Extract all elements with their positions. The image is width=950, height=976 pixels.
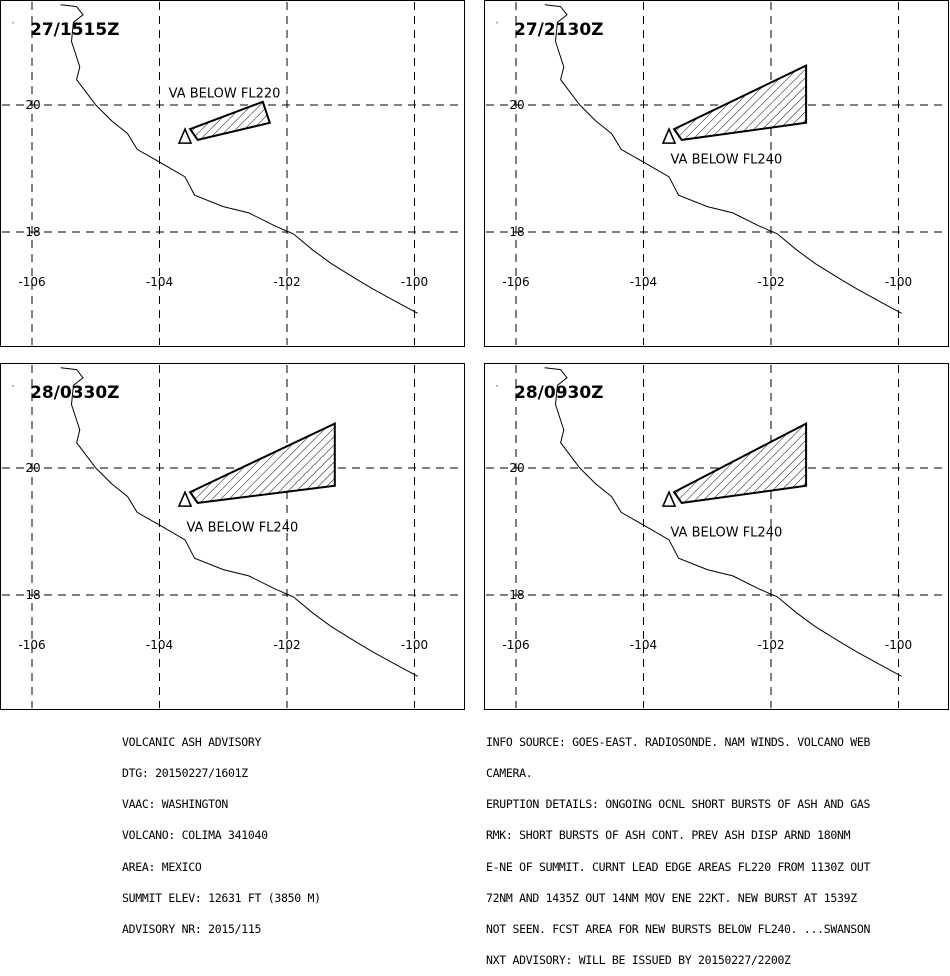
ash-cloud-label: VA BELOW FL240	[670, 526, 782, 541]
volcano-icon	[177, 490, 193, 507]
advisory-eruption-details: ERUPTION DETAILS: ONGOING OCNL SHORT BUR…	[486, 797, 871, 812]
lon-tick-label: -102	[757, 275, 784, 289]
ash-cloud-polygon	[188, 422, 336, 504]
advisory-details-block: INFO SOURCE: GOES-EAST. RADIOSONDE. NAM …	[486, 716, 870, 976]
lon-tick-label: -102	[757, 638, 784, 652]
corner-mark: ˯	[496, 378, 499, 388]
lat-tick-label: 20	[25, 98, 40, 112]
lon-tick-label: -100	[401, 638, 428, 652]
panel-frame	[0, 363, 465, 710]
advisory-vaac: VAAC: WASHINGTON	[122, 797, 228, 812]
advisory-next: NXT ADVISORY: WILL BE ISSUED BY 20150227…	[486, 953, 791, 968]
map-panel-4: -106 -104 -102 -100 20 18 ˯ 28/0930Z VA BELOW FL…	[484, 363, 949, 710]
lon-tick-label: -104	[146, 275, 173, 289]
panel-time-label: 27/2130Z	[514, 20, 604, 40]
lon-tick-label: -102	[273, 638, 300, 652]
ash-cloud-polygon	[672, 421, 808, 504]
ash-cloud-label: VA BELOW FL220	[169, 86, 281, 101]
map-panel-2: -106 -104 -102 -100 20 18 ˯ 27/2130Z VA BELOW FL…	[484, 0, 949, 347]
panel-frame	[0, 0, 465, 347]
advisory-info-source: INFO SOURCE: GOES-EAST. RADIOSONDE. NAM …	[486, 734, 871, 749]
volcano-icon	[661, 490, 677, 507]
lon-tick-label: -106	[18, 275, 45, 289]
panel-frame	[484, 0, 949, 347]
lat-tick-label: 18	[509, 588, 524, 602]
lon-tick-label: -100	[885, 275, 912, 289]
map-svg-2: -106 -104 -102 -100 20 18 ˯ 27/2130Z VA BELOW FL…	[484, 0, 949, 347]
advisory-remarks-3: 72NM AND 1435Z OUT 14NM MOV ENE 22KT. NE…	[486, 890, 857, 905]
lon-tick-label: -106	[502, 275, 529, 289]
advisory-area: AREA: MEXICO	[122, 859, 202, 874]
lon-tick-label: -106	[18, 638, 45, 652]
lon-tick-label: -104	[146, 638, 173, 652]
corner-mark: ˯	[12, 15, 15, 25]
coastline	[544, 367, 902, 677]
advisory-volcano: VOLCANO: COLIMA 341040	[122, 828, 268, 843]
volcano-icon	[661, 127, 677, 144]
ash-cloud-polygon	[188, 100, 272, 142]
ash-cloud-label: VA BELOW FL240	[186, 521, 298, 536]
lon-tick-label: -100	[885, 638, 912, 652]
coastline	[544, 4, 902, 314]
lat-tick-label: 18	[25, 588, 40, 602]
advisory-header-block: VOLCANIC ASH ADVISORY DTG: 20150227/1601…	[122, 716, 321, 945]
panel-frame	[484, 363, 949, 710]
panel-time-label: 27/1515Z	[30, 20, 120, 40]
advisory-remarks-2: E-NE OF SUMMIT. CURNT LEAD EDGE AREAS FL…	[486, 859, 871, 874]
map-svg-1: -106 -104 -102 -100 20 18 ˯ 27/1515Z VA BELOW FL…	[0, 0, 465, 347]
panel-time-label: 28/0930Z	[514, 383, 604, 403]
corner-mark: ˯	[12, 378, 15, 388]
lon-tick-label: -104	[630, 638, 657, 652]
advisory-summit-elev: SUMMIT ELEV: 12631 FT (3850 M)	[122, 890, 321, 905]
volcano-icon	[177, 127, 193, 144]
lat-tick-label: 20	[25, 461, 40, 475]
lon-tick-label: -102	[273, 275, 300, 289]
advisory-remarks-1: RMK: SHORT BURSTS OF ASH CONT. PREV ASH …	[486, 828, 851, 843]
corner-mark: ˯	[496, 15, 499, 25]
advisory-info-source-cont: CAMERA.	[486, 766, 533, 781]
panel-time-label: 28/0330Z	[30, 383, 120, 403]
coastline	[60, 4, 418, 314]
map-svg-3: -106 -104 -102 -100 20 18 ˯ 28/0330Z VA BELOW FL…	[0, 363, 465, 710]
ash-cloud-polygon	[672, 64, 808, 141]
lon-tick-label: -104	[630, 275, 657, 289]
lat-tick-label: 18	[25, 225, 40, 239]
advisory-number: ADVISORY NR: 2015/115	[122, 922, 262, 937]
ash-cloud-label: VA BELOW FL240	[670, 152, 782, 167]
lon-tick-label: -100	[401, 275, 428, 289]
lat-tick-label: 20	[509, 98, 524, 112]
map-svg-4: -106 -104 -102 -100 20 18 ˯ 28/0930Z VA BELOW FL…	[484, 363, 949, 710]
advisory-title: VOLCANIC ASH ADVISORY	[122, 734, 262, 749]
advisory-remarks-4: NOT SEEN. FCST AREA FOR NEW BURSTS BELOW…	[486, 922, 871, 937]
coastline	[60, 367, 418, 677]
lat-tick-label: 20	[509, 461, 524, 475]
map-panel-1: -106 -104 -102 -100 20 18 ˯ 27/1515Z VA BELOW FL…	[0, 0, 465, 347]
advisory-dtg: DTG: 20150227/1601Z	[122, 766, 248, 781]
map-panel-3: -106 -104 -102 -100 20 18 ˯ 28/0330Z VA BELOW FL…	[0, 363, 465, 710]
lon-tick-label: -106	[502, 638, 529, 652]
lat-tick-label: 18	[509, 225, 524, 239]
